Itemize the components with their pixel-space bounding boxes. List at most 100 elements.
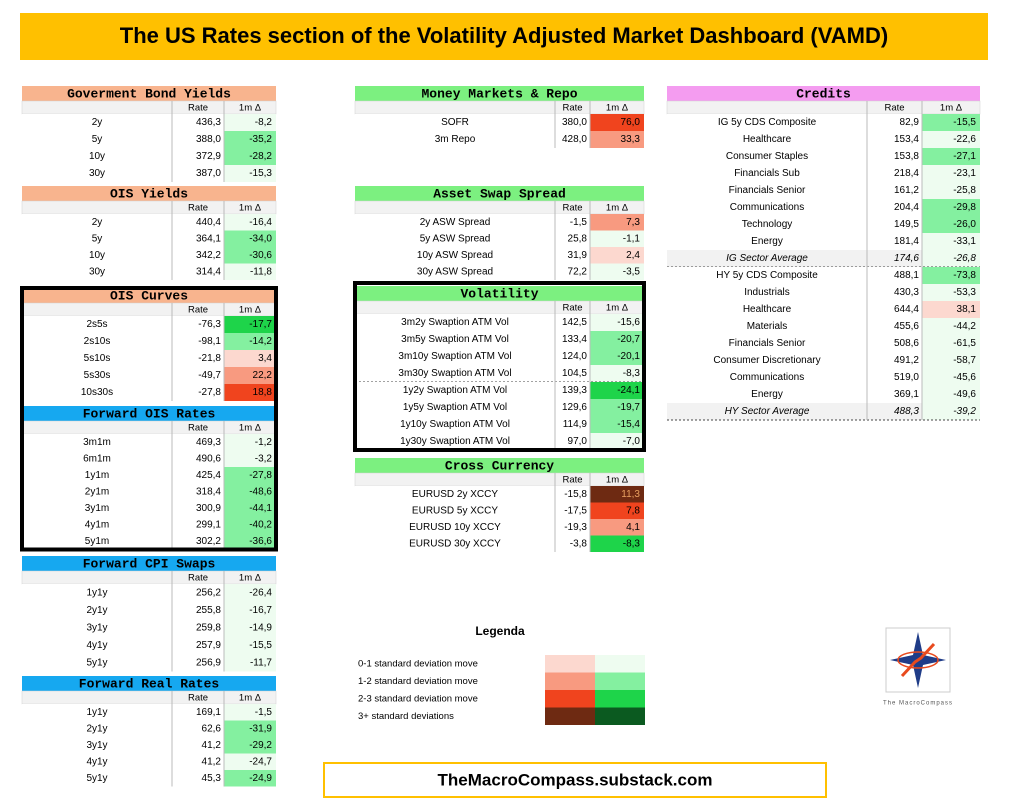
row-bg	[667, 148, 922, 165]
delta-value: -26,0	[953, 219, 976, 230]
rate-value: 72,2	[568, 266, 588, 277]
delta-cell	[224, 148, 276, 165]
rate-value: 508,6	[894, 338, 919, 349]
delta-value: -34,0	[249, 233, 272, 244]
logo: The MacroCompass	[883, 627, 953, 707]
delta-value: -27,1	[953, 151, 976, 162]
delta-value: -11,7	[250, 657, 272, 668]
row-bg	[355, 365, 590, 382]
delta-value: -39,2	[953, 406, 976, 417]
delta-value: -15,5	[953, 117, 976, 128]
rate-value: -1,5	[570, 217, 588, 228]
column-header: 1m Δ	[239, 203, 262, 214]
row-bg	[667, 386, 922, 403]
row-label: Healthcare	[743, 134, 792, 145]
delta-value: 7,8	[626, 505, 640, 516]
rate-value: 436,3	[196, 117, 221, 128]
legend-swatch	[595, 672, 645, 690]
delta-cell	[224, 500, 276, 517]
delta-value: -15,6	[617, 317, 640, 328]
row-bg	[22, 533, 224, 550]
footer-link[interactable]: TheMacroCompass.substack.com	[438, 770, 713, 789]
table-header	[355, 86, 644, 101]
logo-ring	[897, 651, 939, 669]
rate-value: -76,3	[198, 319, 221, 330]
legend-swatch	[545, 672, 595, 690]
delta-value: -24,9	[249, 773, 272, 784]
logo-needle	[900, 642, 936, 678]
row-bg	[667, 284, 922, 301]
row-label: Industrials	[744, 287, 790, 298]
page-title: The US Rates section of the Volatility A…	[120, 23, 888, 48]
delta-cell	[224, 367, 276, 384]
rate-value: 133,4	[562, 334, 587, 345]
rate-value: 314,4	[196, 266, 221, 277]
rate-value: 387,0	[196, 168, 221, 179]
rate-value: 161,2	[894, 185, 919, 196]
legend-swatch	[545, 690, 595, 708]
delta-value: -44,2	[953, 321, 976, 332]
row-label: 2y1m	[85, 486, 109, 497]
row-bg	[355, 535, 590, 552]
delta-cell	[224, 601, 276, 619]
row-label: 3m10y Swaption ATM Vol	[398, 351, 511, 362]
row-label: EURUSD 2y XCCY	[412, 489, 498, 500]
row-label: 10y	[89, 151, 105, 162]
row-bg	[355, 348, 590, 365]
column-header: 1m Δ	[606, 475, 629, 486]
row-bg	[667, 369, 922, 386]
rate-value: 45,3	[202, 773, 222, 784]
row-label: SOFR	[441, 117, 469, 128]
delta-cell	[590, 131, 644, 148]
table-header	[355, 286, 644, 301]
legend-swatch	[595, 707, 645, 725]
delta-cell	[590, 399, 644, 416]
column-header: Rate	[562, 103, 582, 114]
row-bg	[22, 467, 224, 484]
delta-value: -8,3	[623, 368, 641, 379]
row-label: 4y1y	[86, 640, 107, 651]
delta-value: -7,0	[623, 436, 641, 447]
row-bg	[355, 331, 590, 348]
row-bg	[355, 416, 590, 433]
row-label: 3m5y Swaption ATM Vol	[401, 334, 509, 345]
row-label: 5y	[92, 233, 103, 244]
delta-value: -1,1	[623, 233, 641, 244]
logo-text: The MacroCompass	[883, 701, 953, 707]
delta-cell	[224, 720, 276, 737]
delta-cell	[224, 483, 276, 500]
row-label: 10y	[89, 250, 105, 261]
row-bg	[667, 335, 922, 352]
row-label: Technology	[742, 219, 793, 230]
row-label: 3m Repo	[435, 134, 476, 145]
row-label: EURUSD 30y XCCY	[409, 538, 501, 549]
row-label: Financials Sub	[734, 168, 800, 179]
delta-value: -16,4	[249, 217, 272, 228]
row-bg	[355, 502, 590, 519]
delta-value: -15,5	[249, 640, 272, 651]
table-header	[22, 288, 276, 303]
delta-cell	[224, 704, 276, 721]
rate-value: 440,4	[196, 217, 221, 228]
delta-cell	[224, 467, 276, 484]
highlight-box	[353, 281, 646, 452]
rate-value: 519,0	[894, 372, 919, 383]
rate-value: 25,8	[568, 233, 588, 244]
column-header: Rate	[188, 573, 208, 584]
table-header	[22, 86, 276, 101]
row-bg	[22, 131, 224, 148]
column-header: 1m Δ	[239, 103, 262, 114]
delta-value: -33,1	[953, 236, 976, 247]
row-label: 3m1m	[83, 437, 111, 448]
delta-cell	[590, 535, 644, 552]
row-bg	[667, 233, 922, 250]
rate-value: 428,0	[562, 134, 587, 145]
rate-value: -49,7	[198, 370, 221, 381]
delta-cell	[224, 114, 276, 131]
delta-cell	[590, 314, 644, 331]
highlight-box	[20, 286, 278, 552]
rate-value: 300,9	[196, 503, 221, 514]
delta-value: 22,2	[253, 370, 273, 381]
column-header-row	[354, 100, 645, 115]
row-bg	[22, 601, 224, 619]
